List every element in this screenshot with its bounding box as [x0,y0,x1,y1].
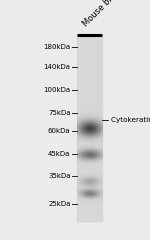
Text: 45kDa: 45kDa [48,151,70,157]
Text: 60kDa: 60kDa [48,128,70,134]
Text: 75kDa: 75kDa [48,110,70,116]
Text: 100kDa: 100kDa [43,87,70,93]
Text: 180kDa: 180kDa [43,44,70,50]
Bar [76,36,102,221]
Text: Mouse brain: Mouse brain [81,0,124,29]
Text: 140kDa: 140kDa [44,64,70,70]
Text: 35kDa: 35kDa [48,173,70,179]
Text: Cytokeratin 9(KRT9): Cytokeratin 9(KRT9) [111,117,150,123]
Text: 25kDa: 25kDa [48,202,70,207]
